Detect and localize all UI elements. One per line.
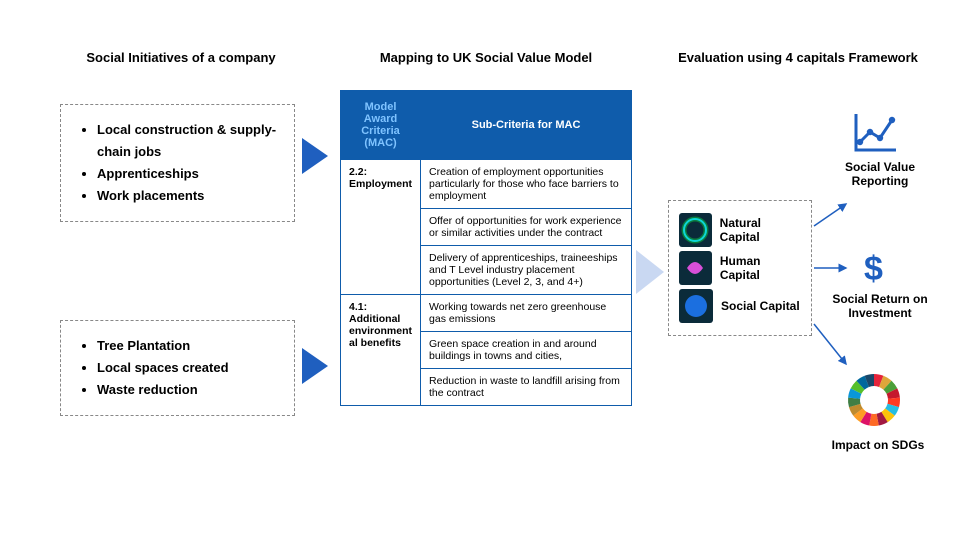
- capital-row: Social Capital: [679, 289, 801, 323]
- initiative-item: Tree Plantation: [97, 335, 278, 357]
- arrow-triangle-2: [302, 348, 328, 384]
- heading-evaluation: Evaluation using 4 capitals Framework: [668, 50, 928, 65]
- arrow-triangle-light: [636, 250, 664, 294]
- mac-cell: 4.1: Additional environment al benefits: [341, 295, 421, 406]
- output-svr-label: Social Value Reporting: [820, 160, 940, 188]
- arrow-triangle-1: [302, 138, 328, 174]
- sub-cell: Green space creation in and around build…: [421, 332, 632, 369]
- arrow-to-sdg: [812, 320, 852, 370]
- human-capital-icon: [679, 251, 712, 285]
- arrow-to-sroi: [812, 262, 852, 274]
- arrow-to-svr: [812, 200, 852, 230]
- heading-mapping: Mapping to UK Social Value Model: [356, 50, 616, 65]
- table-header-sub: Sub-Criteria for MAC: [421, 91, 632, 160]
- initiative-item: Work placements: [97, 185, 278, 207]
- sub-cell: Offer of opportunities for work experien…: [421, 209, 632, 246]
- sub-cell: Creation of employment opportunities par…: [421, 160, 632, 209]
- initiative-item: Local spaces created: [97, 357, 278, 379]
- capital-label: Human Capital: [720, 254, 801, 283]
- initiatives-list-2: Tree Plantation Local spaces created Was…: [83, 335, 278, 401]
- output-sdg-label: Impact on SDGs: [828, 438, 928, 452]
- capital-row: Human Capital: [679, 251, 801, 285]
- svm-table: Model Award Criteria (MAC) Sub-Criteria …: [340, 90, 632, 406]
- sdg-wheel-icon: [844, 370, 904, 430]
- sub-cell: Reduction in waste to landfill arising f…: [421, 369, 632, 406]
- output-sroi-label: Social Return on Investment: [820, 292, 940, 320]
- chart-icon: [852, 110, 900, 154]
- social-capital-icon: [679, 289, 713, 323]
- sub-cell: Working towards net zero greenhouse gas …: [421, 295, 632, 332]
- initiatives-box-1: Local construction & supply-chain jobs A…: [60, 104, 295, 222]
- initiatives-list-1: Local construction & supply-chain jobs A…: [83, 119, 278, 207]
- dollar-icon: $: [864, 250, 883, 289]
- initiatives-box-2: Tree Plantation Local spaces created Was…: [60, 320, 295, 416]
- capitals-box: Natural Capital Human Capital Social Cap…: [668, 200, 812, 336]
- heading-initiatives: Social Initiatives of a company: [76, 50, 286, 65]
- sub-cell: Delivery of apprenticeships, traineeship…: [421, 246, 632, 295]
- initiative-item: Waste reduction: [97, 379, 278, 401]
- capital-label: Natural Capital: [720, 216, 801, 245]
- table-header-mac: Model Award Criteria (MAC): [341, 91, 421, 160]
- natural-capital-icon: [679, 213, 712, 247]
- mac-cell: 2.2: Employment: [341, 160, 421, 295]
- initiative-item: Apprenticeships: [97, 163, 278, 185]
- capital-label: Social Capital: [721, 299, 800, 313]
- initiative-item: Local construction & supply-chain jobs: [97, 119, 278, 163]
- capital-row: Natural Capital: [679, 213, 801, 247]
